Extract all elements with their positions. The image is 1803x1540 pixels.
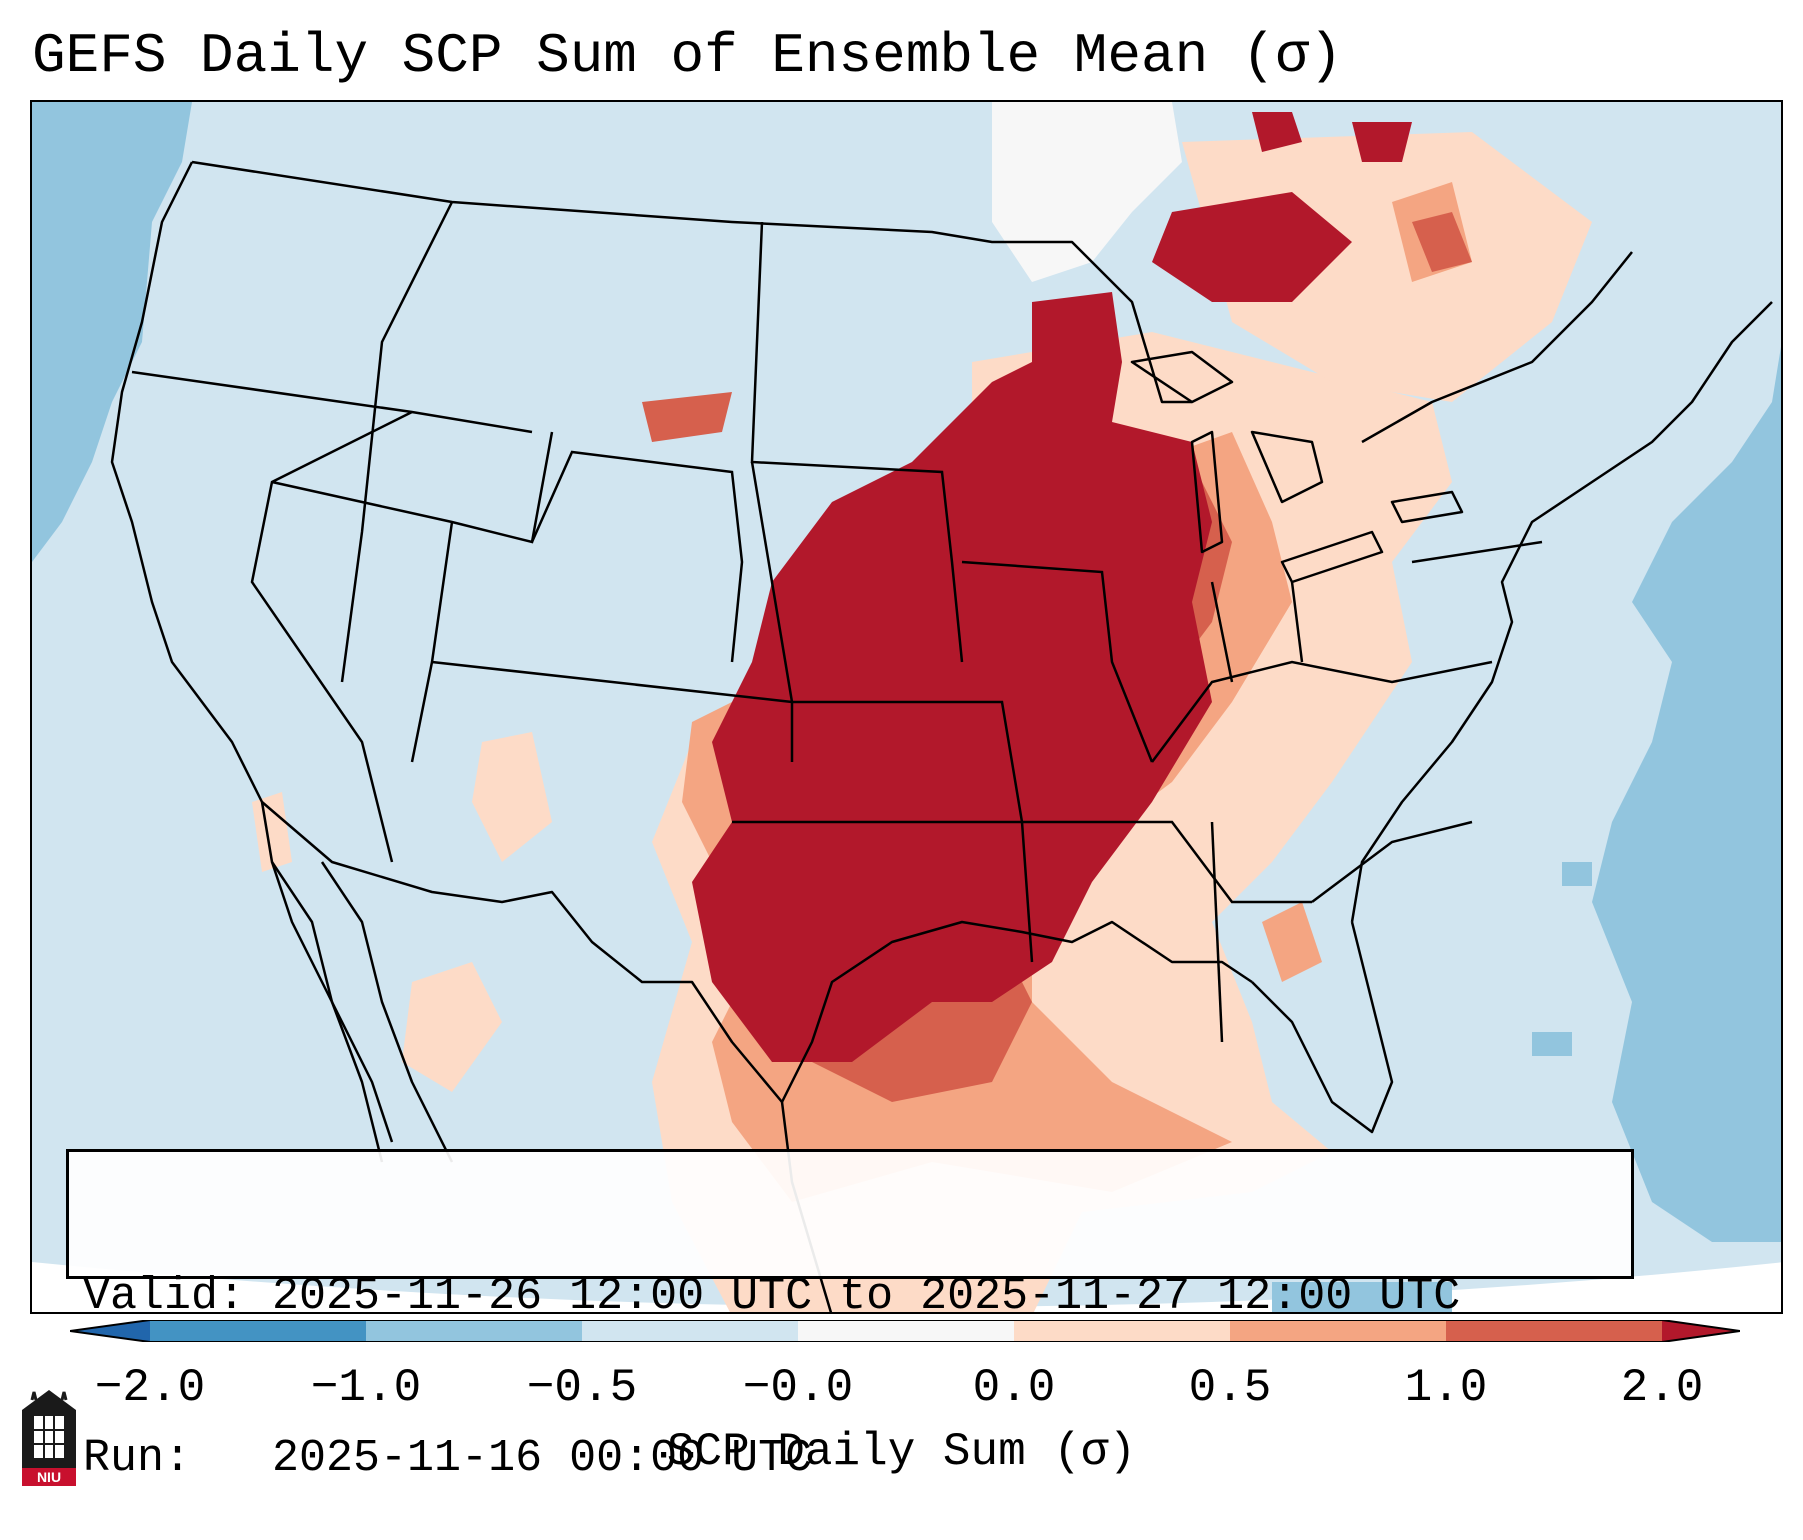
- neutral-region: [992, 102, 1182, 282]
- ontario-maximum-area: [1152, 192, 1352, 302]
- lake-superior: [1130, 350, 1234, 404]
- colorbar-bin-2: [366, 1320, 582, 1342]
- utah-wyoming-line: [271, 431, 554, 544]
- colorbar: [70, 1320, 1740, 1342]
- lake-huron: [1250, 430, 1324, 504]
- tennessee-line: [1022, 820, 1312, 904]
- colorbar-label: SCP Daily Sum (σ): [666, 1426, 1137, 1478]
- lake-ontario: [1390, 490, 1464, 524]
- atlantic-negative-area: [1592, 346, 1781, 1242]
- pennsylvania-ny-line: [1411, 540, 1543, 564]
- baja-peninsula: [270, 861, 394, 1143]
- lake-erie: [1280, 530, 1384, 584]
- carolina-moderate-area: [1262, 902, 1322, 982]
- colorbar-bin-7: [1446, 1320, 1662, 1342]
- colorbar-tick: 0.5: [1188, 1362, 1272, 1414]
- niu-logo: NIU: [22, 1390, 76, 1486]
- colorbar-bin-1: [150, 1320, 366, 1342]
- colorbar-tick: 1.0: [1404, 1362, 1488, 1414]
- pacific-negative-area: [32, 102, 192, 562]
- california-weak-positive-area: [252, 792, 292, 872]
- kentucky-virginia-line: [1151, 660, 1493, 763]
- us-mexico-border: [261, 801, 783, 1103]
- kansas-line: [792, 700, 1024, 823]
- gulf-of-california: [320, 861, 454, 1163]
- map-panel: [30, 100, 1783, 1314]
- svg-text:NIU: NIU: [37, 1469, 61, 1485]
- colorbar-tick: −0.5: [526, 1362, 638, 1414]
- us-canada-border: [191, 160, 1192, 404]
- indiana-ohio-line: [1210, 581, 1234, 683]
- state-boundaries: [131, 201, 1543, 1043]
- colorbar-bin-6: [1230, 1320, 1446, 1342]
- atlantic-negative-patch-2: [1562, 862, 1592, 886]
- colorbar-tick: −2.0: [94, 1362, 206, 1414]
- iowa-missouri-line: [961, 560, 1154, 763]
- north-maximum-patch: [1352, 122, 1412, 162]
- colorbar-tick: 0.0: [972, 1362, 1056, 1414]
- maximum-positive-areas: [692, 112, 1412, 1062]
- ontario-strong-area: [1412, 212, 1472, 272]
- florida-peninsula: [1251, 921, 1394, 1134]
- mexico-weak-positive-area: [402, 962, 502, 1092]
- colorbar-bin-3: [582, 1320, 798, 1342]
- wyoming-colorado-box: [530, 450, 744, 663]
- east-coast: [1350, 301, 1773, 923]
- us-canada-border-east: [1361, 251, 1633, 444]
- lake-michigan: [1190, 430, 1224, 554]
- gulf-coast: [780, 920, 1253, 1103]
- hudson-maximum-area: [1252, 112, 1302, 152]
- caribbean-negative-area: [1272, 1282, 1452, 1312]
- arizona-weak-positive-area: [472, 732, 552, 862]
- chart-title: GEFS Daily SCP Sum of Ensemble Mean (σ): [32, 24, 1343, 88]
- west-coast: [110, 161, 384, 1163]
- montana-strong-area: [642, 392, 732, 442]
- valid-time-line: Valid: 2025-11-26 12:00 UTC to 2025-11-2…: [83, 1271, 1461, 1322]
- nebraska-west-line: [750, 461, 794, 703]
- run-time-line: Run: 2025-11-16 00:00 UTC: [83, 1433, 813, 1484]
- atlantic-negative-patch: [1532, 1032, 1572, 1056]
- idaho-montana-line: [340, 201, 454, 683]
- nevada-border: [250, 410, 413, 863]
- colorbar-bin-5: [1014, 1320, 1230, 1342]
- dakotas-line: [750, 221, 964, 663]
- colorbar-bin-4: [798, 1320, 1014, 1342]
- validity-info-box: Valid: 2025-11-26 12:00 UTC to 2025-11-2…: [66, 1149, 1634, 1484]
- carolina-line: [1311, 820, 1473, 903]
- map-svg: [32, 102, 1781, 1312]
- political-boundaries: [110, 160, 1773, 1312]
- colorbar-tick: 2.0: [1620, 1362, 1704, 1414]
- mississippi-alabama-line: [1210, 821, 1224, 1043]
- colorbar-extend-high: [1662, 1320, 1740, 1342]
- colorbar-tick: −1.0: [310, 1362, 422, 1414]
- colorbar-tick: −0.0: [742, 1362, 854, 1414]
- negative-anomaly-areas: [32, 102, 1781, 1312]
- colorbar-extend-low: [70, 1320, 150, 1342]
- plains-midwest-maximum-area: [692, 292, 1212, 1062]
- ohio-pennsylvania-line: [1290, 581, 1304, 663]
